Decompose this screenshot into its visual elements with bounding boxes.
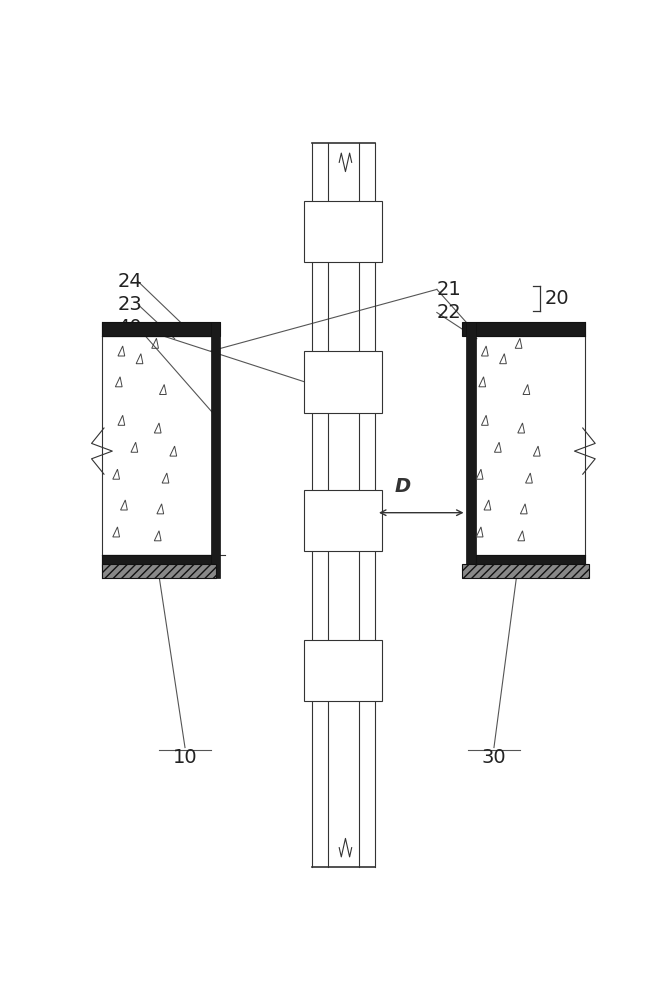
- Text: 23: 23: [117, 295, 142, 314]
- Bar: [102, 564, 216, 578]
- Text: 20: 20: [545, 289, 570, 308]
- Bar: [304, 351, 383, 413]
- Text: 30: 30: [482, 748, 507, 767]
- Bar: [466, 322, 476, 578]
- Bar: [102, 555, 211, 567]
- Text: 40: 40: [117, 318, 142, 337]
- Bar: [102, 322, 220, 336]
- Text: 10: 10: [173, 748, 198, 767]
- Bar: [462, 564, 590, 578]
- Bar: [462, 322, 585, 336]
- Text: 24: 24: [117, 272, 142, 291]
- Bar: [211, 322, 220, 578]
- Text: 21: 21: [437, 280, 462, 299]
- Text: D: D: [395, 477, 411, 496]
- Text: 22: 22: [437, 303, 462, 322]
- Bar: [304, 640, 383, 701]
- Bar: [304, 490, 383, 551]
- Bar: [304, 201, 383, 262]
- Bar: [476, 555, 585, 567]
